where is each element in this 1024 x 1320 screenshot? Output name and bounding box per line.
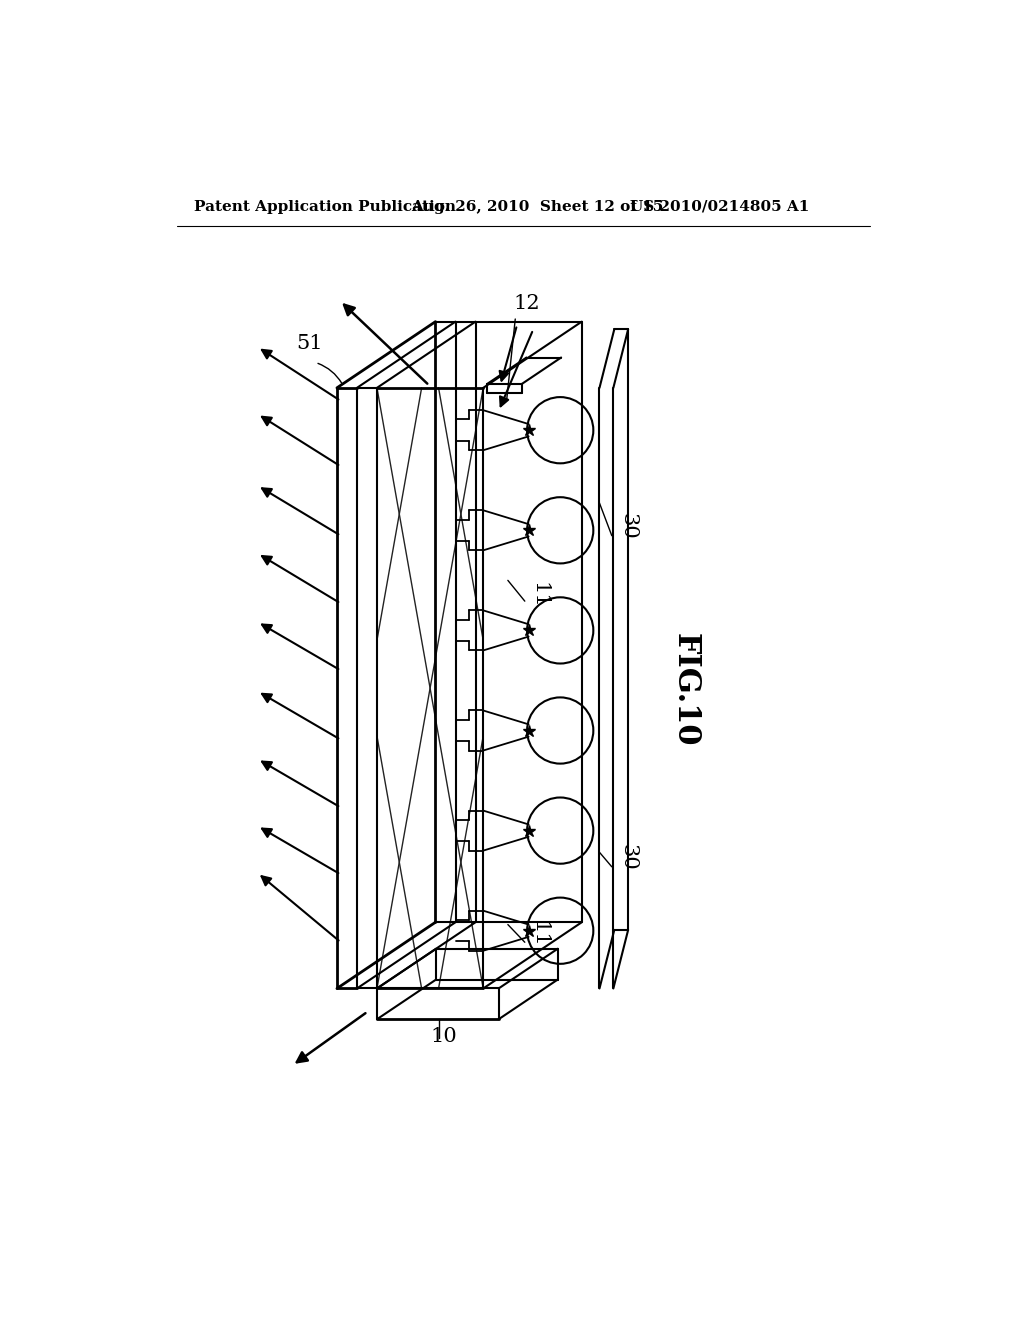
Text: 10: 10 [431,1027,458,1047]
Text: 12: 12 [513,293,540,313]
Text: US 2010/0214805 A1: US 2010/0214805 A1 [630,199,809,214]
Text: 11: 11 [529,582,549,609]
Text: FIG.10: FIG.10 [670,634,700,746]
Text: 11: 11 [529,921,549,948]
Text: 51: 51 [296,334,323,354]
Text: 30: 30 [617,843,637,871]
Text: 30: 30 [617,513,637,540]
Text: Patent Application Publication: Patent Application Publication [194,199,456,214]
Text: Aug. 26, 2010  Sheet 12 of 15: Aug. 26, 2010 Sheet 12 of 15 [412,199,664,214]
